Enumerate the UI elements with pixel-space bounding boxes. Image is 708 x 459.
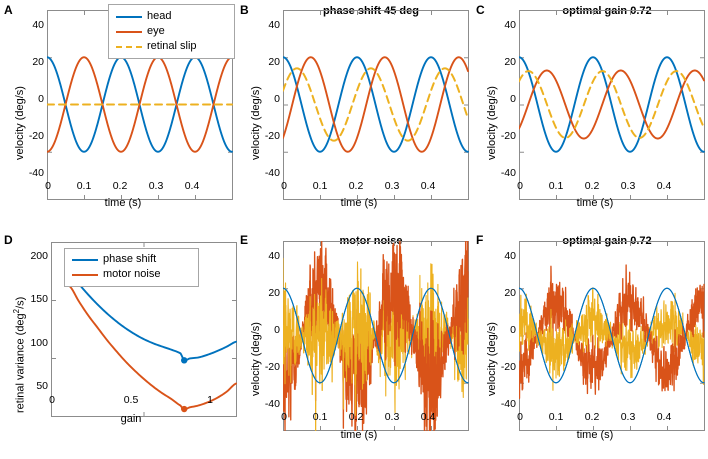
panel-letter-a: A: [4, 3, 13, 17]
panel-a-ytick-0: 0: [38, 93, 44, 105]
panel-letter-d: D: [4, 233, 13, 247]
legend-swatch-retinal-slip: [116, 45, 142, 48]
panel-c-ytick-m40: -40: [500, 167, 516, 179]
panel-a-xtick-0: 0: [45, 180, 51, 192]
panel-f-ytick-20: 20: [504, 287, 516, 299]
panel-e-plot: [283, 241, 469, 431]
panel-b-ytick-20: 20: [268, 56, 280, 68]
panel-letter-f: F: [476, 233, 484, 247]
panel-f-ytick-m20: -20: [500, 361, 516, 373]
panel-b-ytick-0: 0: [274, 93, 280, 105]
panel-c-xtick-3: 0.3: [620, 180, 636, 192]
panel-letter-c: C: [476, 3, 485, 17]
panel-d-xtick-0: 0: [49, 394, 55, 406]
legend-label-phase-shift: phase shift: [103, 253, 157, 265]
panel-f-xtick-1: 0.1: [548, 411, 564, 423]
panel-a-ytick-m20: -20: [28, 130, 44, 142]
panel-e-ytick-40: 40: [268, 250, 280, 262]
panel-d: D retinal variance (deg2/s) 200 150 100 …: [0, 228, 237, 459]
legend-head-eye-slip: head eye retinal slip: [108, 4, 235, 59]
panel-a-ytick-20: 20: [32, 56, 44, 68]
panel-c-xlabel: time (s): [576, 197, 614, 209]
legend-row-phase-shift: phase shift: [65, 252, 198, 267]
panel-b-ytick-m40: -40: [264, 167, 280, 179]
panel-f-xtick-3: 0.3: [620, 411, 636, 423]
panel-f-xtick-0: 0: [517, 411, 523, 423]
panel-e-ytick-0: 0: [274, 324, 280, 336]
panel-d-xtick-1: 1: [207, 394, 213, 406]
panel-c-xtick-0: 0: [517, 180, 523, 192]
legend-phase-noise: phase shift motor noise: [64, 248, 199, 287]
legend-row-motor-noise: motor noise: [65, 267, 198, 282]
panel-c-xtick-2: 0.2: [584, 180, 600, 192]
panel-f-xtick-4: 0.4: [656, 411, 672, 423]
panel-f-ytick-40: 40: [504, 250, 516, 262]
panel-d-xtick-05: 0.5: [123, 394, 139, 406]
panel-f-xtick-2: 0.2: [584, 411, 600, 423]
panel-b-xtick-3: 0.3: [384, 180, 400, 192]
panel-d-xlabel: gain: [120, 413, 142, 425]
legend-row-eye: eye: [109, 24, 234, 39]
panel-e-xtick-3: 0.3: [384, 411, 400, 423]
panel-f-plot: [519, 241, 705, 431]
panel-e-xtick-0: 0: [281, 411, 287, 423]
panel-e-ytick-m40: -40: [264, 398, 280, 410]
legend-swatch-head: [116, 15, 142, 18]
legend-swatch-eye: [116, 30, 142, 33]
panel-c-ytick-20: 20: [504, 56, 516, 68]
panel-b-ytick-m20: -20: [264, 130, 280, 142]
panel-e-xlabel: time (s): [340, 429, 378, 441]
panel-a-xtick-4: 0.4: [184, 180, 200, 192]
panel-a-xtick-1: 0.1: [76, 180, 92, 192]
panel-b-xlabel: time (s): [340, 197, 378, 209]
panel-b: B phase shift 45 deg velocity (deg/s) 40…: [236, 0, 472, 220]
panel-c-plot: [519, 10, 705, 200]
legend-label-eye: eye: [147, 25, 165, 37]
panel-f: F optimal gain 0.72 velocity (deg/s) 40 …: [472, 228, 708, 459]
panel-a-ytick-m40: -40: [28, 167, 44, 179]
panel-c: C optimal gain 0.72 velocity (deg/s) 40 …: [472, 0, 708, 220]
panel-d-ytick-100: 100: [30, 337, 48, 349]
panel-a-xlabel: time (s): [104, 197, 142, 209]
legend-label-motor-noise: motor noise: [103, 268, 161, 280]
panel-letter-b: B: [240, 3, 249, 17]
legend-row-retinal-slip: retinal slip: [109, 39, 234, 54]
legend-swatch-phase-shift: [72, 258, 98, 261]
panel-e-xtick-1: 0.1: [312, 411, 328, 423]
panel-f-ytick-m40: -40: [500, 398, 516, 410]
panel-c-xtick-4: 0.4: [656, 180, 672, 192]
panel-c-ytick-0: 0: [510, 93, 516, 105]
panel-d-ytick-200: 200: [30, 250, 48, 262]
legend-label-retinal-slip: retinal slip: [147, 40, 197, 52]
panel-e-xtick-4: 0.4: [420, 411, 436, 423]
panel-e-ytick-20: 20: [268, 287, 280, 299]
panel-c-ytick-40: 40: [504, 19, 516, 31]
panel-d-ylabel: retinal variance (deg2/s): [12, 296, 27, 413]
panel-f-ytick-0: 0: [510, 324, 516, 336]
panel-d-plot: [51, 242, 237, 417]
panel-d-ytick-150: 150: [30, 293, 48, 305]
panel-b-xtick-2: 0.2: [348, 180, 364, 192]
panel-b-ytick-40: 40: [268, 19, 280, 31]
legend-label-head: head: [147, 10, 172, 22]
panel-f-xlabel: time (s): [576, 429, 614, 441]
legend-swatch-motor-noise: [72, 273, 98, 276]
panel-c-xtick-1: 0.1: [548, 180, 564, 192]
panel-a-xtick-3: 0.3: [148, 180, 164, 192]
panel-a-xtick-2: 0.2: [112, 180, 128, 192]
panel-c-ytick-m20: -20: [500, 130, 516, 142]
legend-row-head: head: [109, 9, 234, 24]
panel-a-ytick-40: 40: [32, 19, 44, 31]
panel-b-xtick-1: 0.1: [312, 180, 328, 192]
panel-e-ytick-m20: -20: [264, 361, 280, 373]
panel-d-ytick-50: 50: [36, 380, 48, 392]
panel-b-plot: [283, 10, 469, 200]
panel-b-xtick-0: 0: [281, 180, 287, 192]
panel-e: E motor noise velocity (deg/s) 40 20 0 -…: [236, 228, 472, 459]
panel-letter-e: E: [240, 233, 249, 247]
panel-e-xtick-2: 0.2: [348, 411, 364, 423]
panel-b-xtick-4: 0.4: [420, 180, 436, 192]
